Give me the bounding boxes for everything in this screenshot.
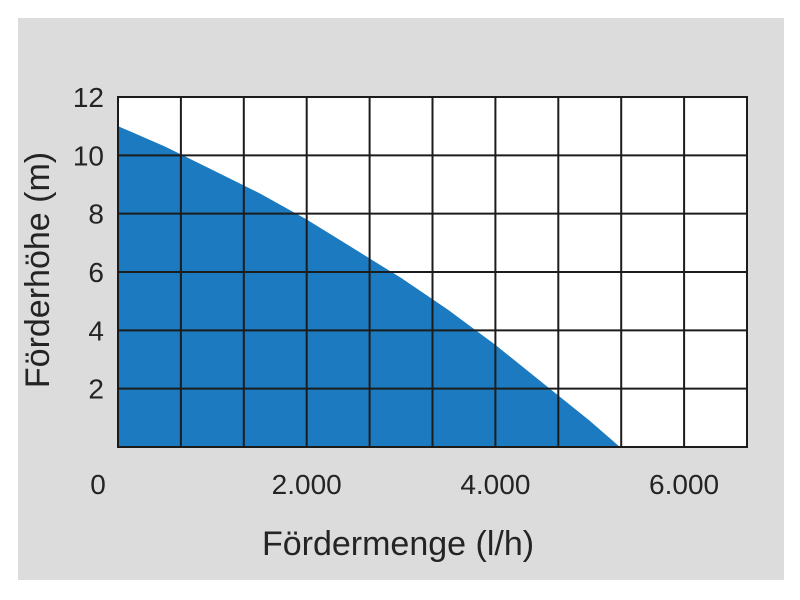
x-axis-title: Fördermenge (l/h) <box>261 525 535 563</box>
y-tick-label: 6 <box>88 257 104 288</box>
y-tick-label: 2 <box>88 374 104 405</box>
x-tick-label: 4.000 <box>460 469 530 500</box>
y-tick-label: 12 <box>73 82 104 113</box>
plot-border <box>117 96 748 448</box>
x-tick-label: 0 <box>90 469 106 500</box>
x-tick-label: 6.000 <box>649 469 719 500</box>
y-tick-label: 4 <box>88 315 104 346</box>
y-axis-title: Förderhöhe (m) <box>19 151 57 389</box>
y-tick-label: 10 <box>73 140 104 171</box>
y-tick-label: 8 <box>88 199 104 230</box>
x-tick-label: 2.000 <box>272 469 342 500</box>
